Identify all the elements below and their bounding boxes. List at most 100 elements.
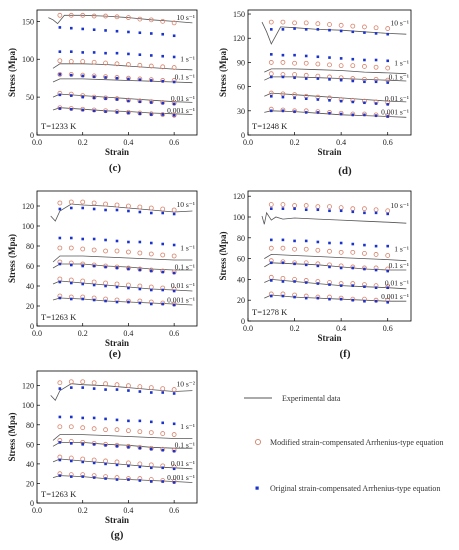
panel-f-original-point	[269, 294, 273, 298]
panel-e-original-point	[161, 288, 165, 292]
panel-g-original-point	[115, 388, 119, 391]
panel-e-modified-point	[148, 205, 154, 211]
panel-d-xtick-label: 0.2	[290, 138, 300, 147]
panel-d-modified-point	[373, 25, 379, 31]
panel-e-exp-line-2	[52, 263, 193, 271]
panel-d-xtick-label: 0.0	[243, 138, 253, 147]
panel-g-original-point	[81, 443, 85, 446]
panel-c-modified-point	[80, 59, 86, 64]
panel-c-ytick-label: 0	[30, 131, 34, 140]
panel-e-xtick-label: 0.4	[123, 329, 133, 338]
panel-f-original-point	[269, 279, 273, 282]
panel-e-original-point	[161, 302, 165, 306]
legend-experimental-label: Experimental data	[282, 394, 341, 403]
panel-d-original-point	[363, 31, 366, 34]
panel-d-xlabel: Strain	[317, 147, 341, 157]
panel-e-modified-point	[126, 282, 131, 288]
panel-f-modified-point	[373, 207, 379, 213]
panel-e-original-point	[115, 208, 119, 212]
panel-c-original-point	[104, 97, 107, 100]
panel-g-modified-point	[114, 382, 120, 388]
legend: Experimental data Modified strain-compens…	[244, 394, 444, 493]
panel-c-xtick-label: 0.6	[169, 138, 179, 147]
panel-g-modified-point	[91, 457, 97, 463]
panel-d-modified-point	[350, 23, 356, 29]
panel-g-original-point	[149, 466, 153, 470]
panel-c-original-point	[81, 108, 85, 112]
panel-g-xtick-label: 0.4	[123, 506, 133, 515]
panel-d-original-point	[351, 113, 355, 117]
panel-d-original-point	[351, 57, 355, 61]
panel-g-original-point	[161, 480, 165, 483]
panel-g-original-point	[127, 464, 130, 468]
panel-g-original-point	[172, 467, 176, 471]
panel-f-frame	[247, 190, 412, 322]
panel-g-original-point	[58, 415, 62, 419]
panel-d-original-point	[328, 78, 331, 81]
panel-e-modified-point	[160, 206, 166, 212]
panel-d-modified-point	[280, 19, 286, 25]
panel-e-original-point	[161, 242, 165, 246]
panel-g-original-point	[138, 390, 142, 393]
panel-c-modified-point	[114, 14, 120, 20]
panel-f-original-point	[281, 207, 285, 210]
panel-f-original-point	[328, 297, 331, 301]
panel-g-original-point	[138, 465, 142, 469]
panel-c-exp-line-0	[48, 14, 193, 25]
panel-c-ytick-label: 50	[26, 93, 34, 102]
panel-e-original-point	[115, 266, 119, 270]
panel-d: 0.0 0.2 0.4 0.6 0 30 60 90 120 150 Strain Stress (M…	[218, 9, 412, 177]
panel-c-modified-point	[68, 59, 74, 64]
panel-g-original-point	[115, 478, 119, 481]
panel-d-exp-line-0	[261, 21, 407, 45]
panel-e-xtick-label: 0.2	[78, 329, 88, 338]
panel-c-xlabel: Strain	[105, 147, 129, 157]
panel-f-rate-label: 0.01 s⁻¹	[385, 279, 409, 288]
panel-e-original-point	[58, 207, 62, 211]
panel-f-original-point	[293, 239, 296, 243]
panel-d-original-point	[386, 103, 390, 106]
panel-d-original-point	[351, 100, 355, 104]
panel-g-original-point	[161, 466, 165, 470]
panel-d-original-point	[304, 28, 308, 31]
panel-f-ytick-label: 0	[241, 317, 245, 326]
panel-c-modified-point	[114, 61, 120, 67]
panel-c-modified-point	[57, 58, 63, 64]
panel-e-modified-point	[57, 245, 63, 251]
panel-e-xlabel: Strain	[105, 338, 129, 348]
panel-c-original-point	[138, 53, 142, 56]
panel-c-rate-label: 0.1 s⁻¹	[175, 73, 195, 82]
panel-g-original-point	[138, 419, 142, 423]
panel-c-rate-label: 0.01 s⁻¹	[171, 94, 195, 103]
panel-d-modified-point	[362, 64, 367, 69]
panel-f-original-point	[339, 266, 343, 270]
panel-f-original-point	[304, 208, 308, 212]
panel-g-exp-line-1	[52, 434, 193, 441]
panel-e-original-point	[115, 285, 119, 289]
panel-g-original-point	[127, 445, 130, 449]
panel-f-exp-line-0	[261, 211, 407, 225]
panel-c: 0.0 0.2 0.4 0.6 0 50 100 150 Strain Stress (Mpa) T…	[7, 9, 198, 174]
panel-e-original-point	[138, 287, 142, 291]
panel-d-modified-point	[303, 60, 309, 66]
panel-f-original-point	[316, 208, 320, 212]
panel-e-ylabel: Stress (Mpa)	[7, 234, 17, 283]
panel-f-original-point	[374, 299, 378, 303]
panel-g-modified-point	[57, 454, 63, 460]
panel-g-original-point	[58, 474, 62, 477]
panel-g-original-point	[58, 458, 62, 462]
panel-f-original-point	[351, 298, 355, 302]
panel-g-modified-point	[171, 387, 177, 392]
panel-d-rate-label: 1 s⁻¹	[394, 58, 409, 67]
panel-c-modified-point	[171, 112, 177, 118]
panel-e-original-point	[161, 211, 165, 215]
panel-g-rate-label: 0.01 s⁻¹	[171, 459, 195, 468]
panel-f-original-point	[293, 207, 296, 210]
panel-g-original-point	[138, 446, 142, 450]
panel-c-original-point	[172, 102, 176, 106]
panel-f-modified-point	[373, 252, 379, 257]
panel-c-modified-point	[80, 12, 86, 18]
panel-d-original-point	[374, 114, 378, 117]
panel-c-modified-point	[171, 65, 177, 70]
panel-f-modified-point	[303, 203, 309, 208]
